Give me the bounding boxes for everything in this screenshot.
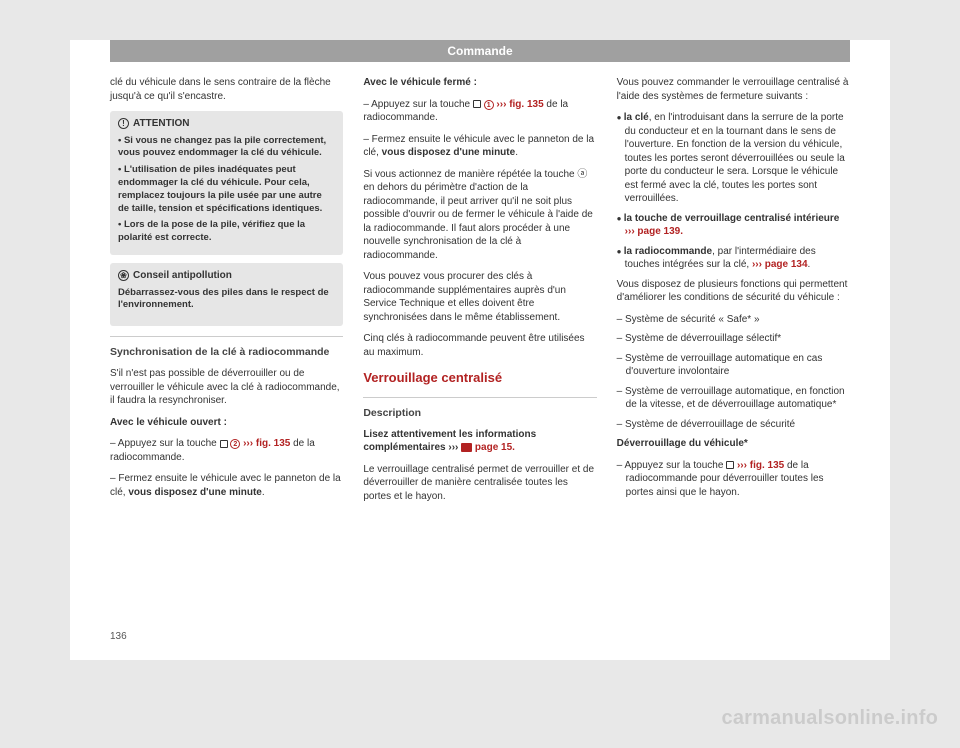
attention-callout: ! ATTENTION Si vous ne changez pas la pi… (110, 111, 343, 255)
max-keys-note: Cinq clés à radiocommande peuvent être u… (363, 332, 596, 359)
closed-step-2: – Fermez ensuite le véhicule avec le pan… (363, 133, 596, 160)
list-item: la clé, en l'introduisant dans la serrur… (617, 111, 850, 206)
functions-intro: Vous disposez de plusieurs fonctions qui… (617, 278, 850, 305)
list-item: Système de verrouillage automatique, en … (617, 385, 850, 412)
conseil-title: ❀ Conseil antipollution (118, 269, 335, 283)
unlock-heading: Déverrouillage du véhicule* (617, 437, 850, 451)
conseil-callout: ❀ Conseil antipollution Débarrassez-vous… (110, 263, 343, 326)
circled-1-icon: 1 (484, 100, 494, 110)
manual-page: Commande clé du véhicule dans le sens co… (70, 40, 890, 660)
recycle-icon: ❀ (118, 270, 129, 281)
closed-step-1: – Appuyez sur la touche 1 ››› fig. 135 d… (363, 98, 596, 125)
sync-heading: Synchronisation de la clé à radiocommand… (110, 336, 343, 359)
systems-list: la clé, en l'introduisant dans la serrur… (617, 111, 850, 272)
page-number: 136 (110, 631, 127, 642)
open-vehicle-title: Avec le véhicule ouvert : (110, 416, 343, 430)
attention-item: Si vous ne changez pas la pile correctem… (118, 135, 335, 161)
functions-list: Système de sécurité « Safe* » Système de… (617, 313, 850, 432)
central-locking-heading: Verrouillage centralisé (363, 369, 596, 387)
list-item: Appuyez sur la touche ››› fig. 135 de la… (617, 459, 850, 500)
list-item: Système de verrouillage automatique en c… (617, 352, 850, 379)
circled-2-icon: 2 (230, 439, 240, 449)
page-header: Commande (110, 40, 850, 62)
attention-title: ! ATTENTION (118, 117, 335, 131)
description-text: Le verrouillage centralisé permet de ver… (363, 463, 596, 504)
list-item: Système de déverrouillage de sécurité (617, 418, 850, 432)
closed-vehicle-title: Avec le véhicule fermé : (363, 76, 596, 90)
book-icon (461, 443, 472, 452)
lock-icon (726, 461, 734, 469)
lock-icon (220, 440, 228, 448)
warning-icon: ! (118, 118, 129, 129)
systems-intro: Vous pouvez commander le verrouillage ce… (617, 76, 850, 103)
list-item: la touche de verrouillage centralisé int… (617, 212, 850, 239)
intro-text: clé du véhicule dans le sens contraire d… (110, 76, 343, 103)
list-item: Système de sécurité « Safe* » (617, 313, 850, 327)
conseil-text: Débarrassez-vous des piles dans le respe… (118, 287, 335, 313)
attention-item: Lors de la pose de la pile, vérifiez que… (118, 219, 335, 245)
open-step-2: – Fermez ensuite le véhicule avec le pan… (110, 472, 343, 499)
sync-text: S'il n'est pas possible de déverrouiller… (110, 367, 343, 408)
content-columns: clé du véhicule dans le sens contraire d… (70, 76, 890, 511)
attention-label: ATTENTION (133, 117, 189, 131)
column-3: Vous pouvez commander le verrouillage ce… (617, 76, 850, 511)
lock-icon (473, 100, 481, 108)
description-ref: Lisez attentivement les informations com… (363, 428, 596, 455)
conseil-label: Conseil antipollution (133, 269, 232, 283)
column-1: clé du véhicule dans le sens contraire d… (110, 76, 343, 511)
description-heading: Description (363, 397, 596, 420)
list-item: la radiocommande, par l'intermédiaire de… (617, 245, 850, 272)
open-step-1: – Appuyez sur la touche 2 ››› fig. 135 d… (110, 437, 343, 464)
list-item: Système de déverrouillage sélectif* (617, 332, 850, 346)
extra-keys-note: Vous pouvez vous procurer des clés à rad… (363, 270, 596, 324)
attention-item: L'utilisation de piles inadéquates peut … (118, 164, 335, 215)
attention-list: Si vous ne changez pas la pile correctem… (118, 135, 335, 246)
watermark: carmanualsonline.info (722, 707, 938, 730)
unlock-list: Appuyez sur la touche ››› fig. 135 de la… (617, 459, 850, 500)
column-2: Avec le véhicule fermé : – Appuyez sur l… (363, 76, 596, 511)
repeat-press-note: Si vous actionnez de manière répétée la … (363, 168, 596, 263)
